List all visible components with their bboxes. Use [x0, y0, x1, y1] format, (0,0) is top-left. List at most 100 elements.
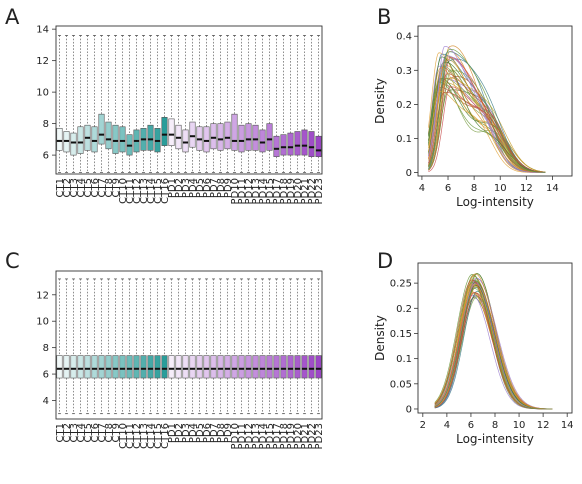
density-curve [428, 91, 546, 173]
y-tick-label: 8 [43, 343, 49, 354]
category-label: PD18 [279, 178, 290, 204]
category-label: CT6 [90, 423, 101, 442]
category-label: PD14 [258, 178, 269, 204]
box-iqr [84, 355, 91, 379]
box-iqr [70, 132, 77, 156]
box-pd4 [189, 278, 196, 415]
box-iqr [273, 135, 280, 157]
density-curve [428, 46, 546, 173]
category-label: PD18 [279, 423, 290, 449]
x-tick-label: 12 [520, 183, 533, 194]
box-ct8 [105, 278, 112, 415]
y-tick-label: 0.05 [390, 379, 412, 390]
box-iqr [119, 355, 126, 379]
category-label: PD1 [167, 423, 178, 443]
category-label: PD20 [293, 178, 304, 204]
category-label: PD3 [181, 178, 192, 198]
density-curve [428, 48, 546, 173]
box-pd17 [273, 278, 280, 415]
density-curve [428, 57, 546, 173]
category-label: CT5 [83, 423, 94, 442]
box-ct15 [154, 35, 161, 173]
density-curve [428, 56, 546, 173]
plot-frame [55, 25, 323, 175]
box-iqr [203, 126, 210, 153]
box-iqr [140, 355, 147, 379]
box-iqr [98, 355, 105, 379]
category-label: PD11 [237, 178, 248, 204]
y-tick-label: 0.2 [396, 304, 412, 315]
category-label: CT1 [55, 423, 66, 442]
box-ct7 [98, 278, 105, 415]
density-curve [428, 67, 546, 173]
box-pd11 [238, 35, 245, 173]
box-iqr [217, 123, 224, 151]
category-label: PD19 [286, 178, 297, 204]
box-iqr [252, 355, 259, 379]
box-iqr [308, 355, 315, 379]
category-label: PD13 [251, 178, 262, 204]
x-tick-label: 8 [492, 420, 498, 431]
box-ct8 [105, 35, 112, 173]
category-label: CT13 [139, 178, 150, 204]
density-curve [428, 91, 546, 173]
box-iqr [161, 117, 168, 146]
y-tick-label: 0.15 [390, 329, 412, 340]
box-pd15 [266, 35, 273, 173]
density-curve [434, 283, 553, 410]
density-curve [428, 76, 546, 173]
density-curve [428, 67, 546, 173]
box-iqr [287, 132, 294, 156]
density-curve [434, 285, 553, 410]
category-label: PD2 [174, 178, 185, 198]
x-tick-label: 4 [419, 183, 425, 194]
category-label: CT4 [76, 178, 87, 197]
x-tick-label: 12 [537, 420, 550, 431]
box-iqr [294, 355, 301, 379]
category-label: PD15 [265, 423, 276, 449]
category-label: PD21 [300, 423, 311, 449]
category-label: PD10 [230, 423, 241, 449]
box-iqr [91, 355, 98, 379]
density-curves [434, 273, 553, 410]
y-tick-label: 4 [43, 396, 49, 407]
y-axis-label: Density [373, 315, 387, 361]
box-iqr [273, 355, 280, 379]
x-tick-label: 2 [420, 420, 426, 431]
y-tick-label: 0.1 [396, 134, 412, 145]
box-iqr [168, 355, 175, 379]
box-pd14 [259, 278, 266, 415]
category-label: CT10 [118, 423, 129, 449]
box-ct11 [126, 35, 133, 173]
category-label: PD4 [188, 423, 199, 443]
category-label: CT14 [146, 423, 157, 449]
y-tick-label: 0.1 [396, 354, 412, 365]
box-iqr [315, 355, 322, 379]
box-ct13 [140, 35, 147, 173]
category-label: CT11 [125, 178, 136, 204]
box-pd13 [252, 278, 259, 415]
box-iqr [203, 355, 210, 379]
panel-label-d: D [377, 249, 393, 273]
category-label: CT16 [160, 178, 171, 204]
category-label: PD5 [195, 178, 206, 198]
panel-d-density-plot: 0 0.05 0.1 0.15 0.2 0.25 2 4 6 8 10 12 14 Log-intensi… [373, 262, 574, 446]
box-pd6 [203, 35, 210, 173]
box-iqr [161, 355, 168, 379]
box-iqr [294, 131, 301, 156]
category-label: CT15 [153, 178, 164, 204]
box-ct5 [84, 35, 91, 173]
box-ct14 [147, 35, 154, 173]
category-label: CT7 [97, 178, 108, 197]
x-tick-label: 6 [445, 183, 451, 194]
category-label: CT12 [132, 178, 143, 204]
box-pd19 [287, 278, 294, 415]
box-pd3 [182, 278, 189, 415]
box-iqr [210, 355, 217, 379]
x-tick-label: 14 [546, 183, 559, 194]
category-label: CT2 [62, 178, 73, 197]
box-pd10 [231, 35, 238, 173]
density-curve [434, 287, 553, 410]
box-iqr [238, 124, 245, 153]
category-label: PD20 [293, 423, 304, 449]
